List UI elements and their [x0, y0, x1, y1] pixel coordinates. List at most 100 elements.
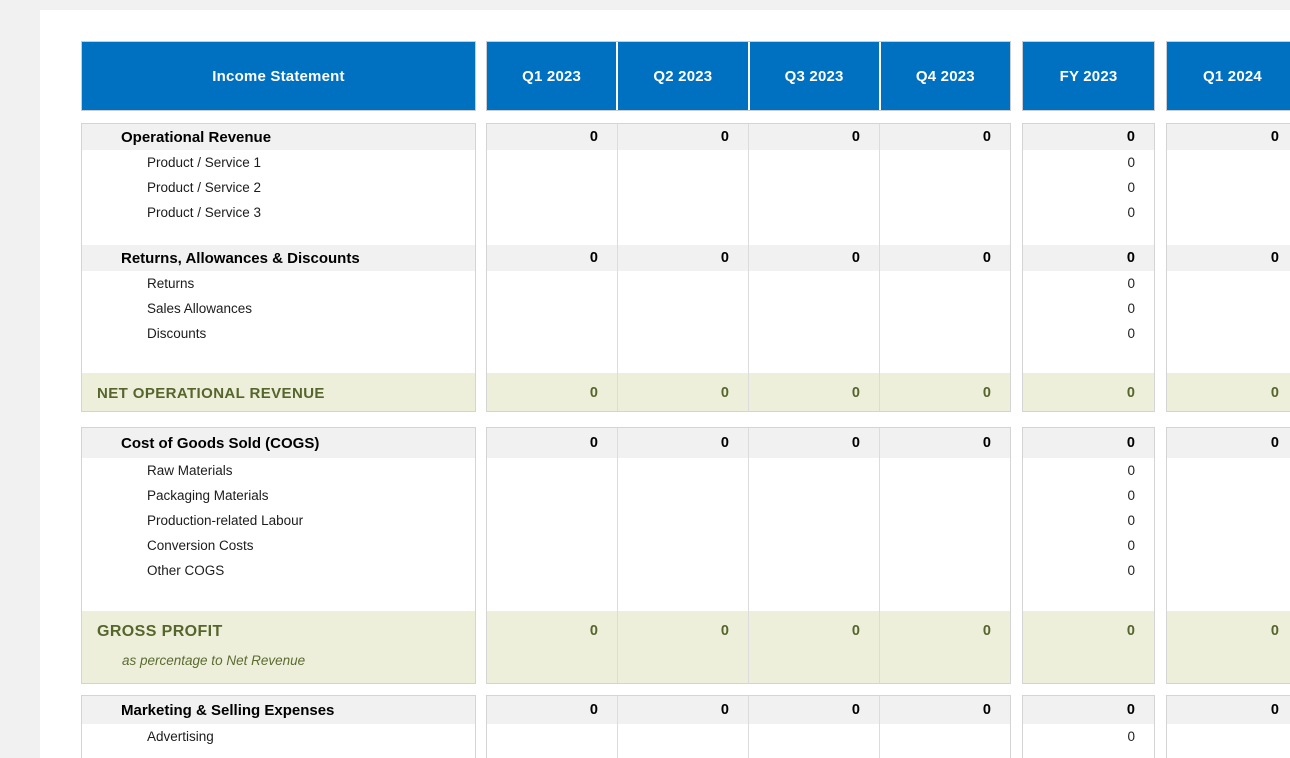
cell-q1_2024-blank-4[interactable] [1167, 225, 1290, 245]
cell-q2_2023-returns-allowances-discounts[interactable]: 0 [617, 245, 748, 271]
cell-q1_2024-product-service-3[interactable] [1167, 200, 1290, 225]
column-header-q3_2023[interactable]: Q3 2023 [747, 42, 879, 110]
cell-q1_2023-discounts[interactable] [487, 321, 617, 346]
cell-q1_2023-product-service-3[interactable] [487, 200, 617, 225]
cell-q4_2023-returns[interactable] [879, 271, 1010, 296]
cell-q1_2023-returns-allowances-discounts[interactable]: 0 [589, 250, 598, 266]
cell-fy_2023-returns[interactable]: 0 [1127, 276, 1135, 291]
cell-q2_2023-packaging-materials[interactable] [617, 483, 748, 508]
cell-q1_2023-returns[interactable] [487, 271, 617, 296]
column-header-fy_2023[interactable]: FY 2023 [1059, 67, 1118, 85]
row-label-returns-allowances-discounts[interactable]: Returns, Allowances & Discounts [82, 245, 475, 271]
cell-q1_2023-product-service-1[interactable] [487, 150, 617, 175]
cell-q3_2023-packaging-materials[interactable] [748, 483, 879, 508]
cell-q1_2024-raw-materials[interactable] [1167, 458, 1290, 483]
cell-q1_2024-returns[interactable] [1167, 271, 1290, 296]
cell-q1_2023-packaging-materials[interactable] [487, 483, 617, 508]
row-label-packaging-materials[interactable]: Packaging Materials [82, 483, 475, 508]
cell-q3_2023-sales-allowances[interactable] [748, 296, 879, 321]
cell-q3_2023-product-service-2[interactable] [748, 175, 879, 200]
cell-q4_2023-conversion-costs[interactable] [879, 533, 1010, 558]
cell-q2_2023-product-service-1[interactable] [617, 150, 748, 175]
cell-q4_2023-blank-17[interactable] [879, 583, 1010, 611]
row-label-production-related-labour[interactable]: Production-related Labour [82, 508, 475, 533]
cell-q1_2023-cost-of-goods-sold-cogs[interactable]: 0 [589, 435, 598, 451]
cell-q3_2023-production-related-labour[interactable] [748, 508, 879, 533]
cell-q4_2023-blank-4[interactable] [879, 225, 1010, 245]
cell-q1_2024-product-service-2[interactable] [1167, 175, 1290, 200]
cell-q1_2024-blank-17[interactable] [1167, 583, 1290, 611]
cell-q4_2023-production-related-labour[interactable] [879, 508, 1010, 533]
cell-q2_2023-product-service-2[interactable] [617, 175, 748, 200]
cell-q1_2023-marketing-selling-expenses[interactable]: 0 [589, 702, 598, 718]
column-header-q1_2024[interactable]: Q1 2024 [1203, 67, 1262, 85]
row-label-discounts[interactable]: Discounts [82, 321, 475, 346]
cell-q3_2023-net-operational-revenue[interactable]: 0 [748, 373, 879, 411]
cell-q1_2024-blank-9[interactable] [1167, 346, 1290, 373]
column-header-q2_2023[interactable]: Q2 2023 [616, 42, 747, 110]
row-label-sales-allowances[interactable]: Sales Allowances [82, 296, 475, 321]
cell-fy_2023-cost-of-goods-sold-cogs[interactable]: 0 [1126, 435, 1135, 451]
cell-q2_2023-product-service-3[interactable] [617, 200, 748, 225]
cell-q4_2023-cost-of-goods-sold-cogs[interactable]: 0 [879, 428, 1010, 458]
cell-fy_2023-returns-allowances-discounts[interactable]: 0 [1126, 250, 1135, 266]
cell-q2_2023-gross-profit[interactable]: 0 [617, 611, 748, 683]
cell-fy_2023-packaging-materials[interactable]: 0 [1127, 488, 1135, 503]
cell-q2_2023-marketing-selling-expenses[interactable]: 0 [617, 696, 748, 724]
cell-q4_2023-operational-revenue[interactable]: 0 [879, 124, 1010, 150]
cell-q3_2023-blank-21[interactable] [748, 749, 879, 758]
cell-q3_2023-advertising[interactable] [748, 724, 879, 749]
cell-q4_2023-product-service-1[interactable] [879, 150, 1010, 175]
cell-q3_2023-operational-revenue[interactable]: 0 [748, 124, 879, 150]
cell-q1_2023-product-service-2[interactable] [487, 175, 617, 200]
cell-q1_2023-other-cogs[interactable] [487, 558, 617, 583]
cell-q1_2023-operational-revenue[interactable]: 0 [589, 129, 598, 145]
cell-fy_2023-production-related-labour[interactable]: 0 [1127, 513, 1135, 528]
table-title[interactable]: Income Statement [81, 41, 476, 111]
cell-q4_2023-gross-profit[interactable]: 0 [879, 611, 1010, 683]
cell-fy_2023-product-service-3[interactable]: 0 [1127, 205, 1135, 220]
cell-q2_2023-raw-materials[interactable] [617, 458, 748, 483]
cell-q4_2023-sales-allowances[interactable] [879, 296, 1010, 321]
cell-q1_2023-sales-allowances[interactable] [487, 296, 617, 321]
cell-fy_2023-sales-allowances[interactable]: 0 [1127, 301, 1135, 316]
row-label-operational-revenue[interactable]: Operational Revenue [82, 124, 475, 150]
cell-q1_2024-returns-allowances-discounts[interactable]: 0 [1270, 250, 1279, 266]
row-label-advertising[interactable]: Advertising [82, 724, 475, 749]
cell-q3_2023-blank-17[interactable] [748, 583, 879, 611]
cell-q1_2023-advertising[interactable] [487, 724, 617, 749]
cell-q3_2023-discounts[interactable] [748, 321, 879, 346]
cell-q1_2023-net-operational-revenue[interactable]: 0 [589, 385, 598, 401]
cell-q2_2023-advertising[interactable] [617, 724, 748, 749]
cell-fy_2023-marketing-selling-expenses[interactable]: 0 [1126, 702, 1135, 718]
cell-q4_2023-product-service-3[interactable] [879, 200, 1010, 225]
cell-q4_2023-discounts[interactable] [879, 321, 1010, 346]
cell-q1_2024-gross-profit[interactable]: 0 [1270, 623, 1279, 639]
cell-fy_2023-discounts[interactable]: 0 [1127, 326, 1135, 341]
cell-q3_2023-blank-4[interactable] [748, 225, 879, 245]
cell-q3_2023-other-cogs[interactable] [748, 558, 879, 583]
cell-fy_2023-blank-17[interactable] [1023, 583, 1154, 611]
cell-q3_2023-blank-9[interactable] [748, 346, 879, 373]
cell-q1_2024-product-service-1[interactable] [1167, 150, 1290, 175]
row-label-product-service-3[interactable]: Product / Service 3 [82, 200, 475, 225]
row-label-other-cogs[interactable]: Other COGS [82, 558, 475, 583]
cell-q3_2023-conversion-costs[interactable] [748, 533, 879, 558]
column-header-q4_2023[interactable]: Q4 2023 [878, 42, 1010, 110]
cell-q1_2024-packaging-materials[interactable] [1167, 483, 1290, 508]
cell-fy_2023-blank-4[interactable] [1023, 225, 1154, 245]
cell-q1_2024-blank-21[interactable] [1167, 749, 1290, 758]
cell-fy_2023-product-service-2[interactable]: 0 [1127, 180, 1135, 195]
cell-q4_2023-net-operational-revenue[interactable]: 0 [879, 373, 1010, 411]
cell-fy_2023-net-operational-revenue[interactable]: 0 [1126, 385, 1135, 401]
cell-q2_2023-blank-17[interactable] [617, 583, 748, 611]
cell-q2_2023-net-operational-revenue[interactable]: 0 [617, 373, 748, 411]
cell-q1_2024-conversion-costs[interactable] [1167, 533, 1290, 558]
cell-q1_2023-blank-9[interactable] [487, 346, 617, 373]
cell-q2_2023-production-related-labour[interactable] [617, 508, 748, 533]
cell-q3_2023-cost-of-goods-sold-cogs[interactable]: 0 [748, 428, 879, 458]
row-label-marketing-selling-expenses[interactable]: Marketing & Selling Expenses [82, 696, 475, 724]
cell-q4_2023-returns-allowances-discounts[interactable]: 0 [879, 245, 1010, 271]
row-label-net-operational-revenue[interactable]: NET OPERATIONAL REVENUE [82, 373, 475, 411]
cell-q3_2023-product-service-3[interactable] [748, 200, 879, 225]
